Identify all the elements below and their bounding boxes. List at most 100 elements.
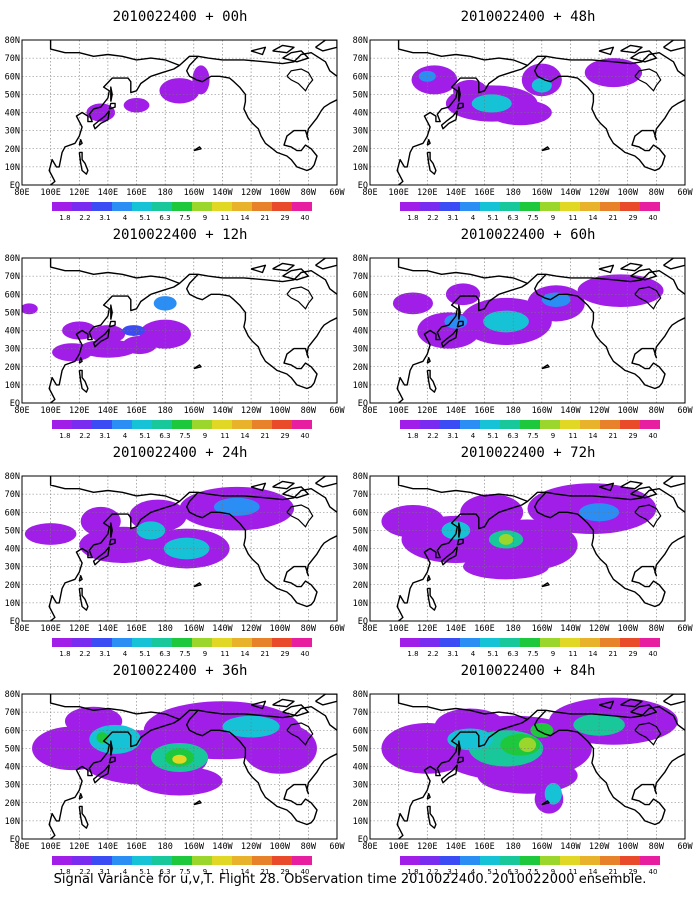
- map-frame: [369, 257, 686, 404]
- colorbar-swatch: [420, 638, 440, 647]
- longitude-label: 100W: [269, 624, 290, 634]
- variance-region: [172, 754, 187, 764]
- map-frame: [21, 693, 338, 840]
- coastline: [78, 792, 83, 800]
- coastline: [179, 706, 337, 731]
- longitude-label: 160E: [126, 188, 146, 198]
- coastline: [110, 86, 113, 102]
- colorbar-label: 4: [123, 214, 128, 222]
- coastline: [426, 369, 437, 393]
- latitude-label: 50N: [5, 308, 20, 318]
- panel-title: 2010022400 + 48h: [460, 9, 596, 25]
- colorbar-swatch: [600, 202, 620, 211]
- coastline: [456, 538, 464, 546]
- variance-region: [483, 310, 529, 333]
- coastline: [185, 491, 315, 608]
- variance-region: [471, 94, 512, 113]
- colorbar-swatch: [112, 202, 132, 211]
- longitude-label: 60W: [329, 842, 345, 852]
- latitude-label: EQ: [358, 835, 368, 845]
- map-frame: [21, 39, 338, 186]
- figure-caption: Signal Variance for u,v,T. Flight 28. Ob…: [53, 872, 647, 887]
- coastline: [426, 574, 431, 582]
- colorbar-label: 1.8: [59, 868, 70, 876]
- coastline: [634, 722, 662, 746]
- coastline: [193, 582, 202, 588]
- colorbar-label: 21: [261, 650, 270, 658]
- colorbar-label: 11: [569, 650, 578, 658]
- colorbar-swatch: [92, 202, 112, 211]
- colorbar-swatch: [152, 638, 172, 647]
- panel-title: 2010022400 + 60h: [460, 227, 596, 243]
- colorbar-label: 6.3: [159, 432, 170, 440]
- latitude-label: 20N: [5, 363, 20, 373]
- colorbar-label: 29: [629, 214, 638, 222]
- colorbar-label: 4: [123, 432, 128, 440]
- latitude-label: 60N: [353, 508, 368, 518]
- longitude-label: 100E: [388, 624, 408, 634]
- colorbar-label: 2.2: [79, 214, 90, 222]
- coastline: [315, 476, 337, 488]
- variance-region: [460, 494, 524, 531]
- coastline: [440, 110, 458, 130]
- colorbar-swatch: [112, 420, 132, 429]
- colorbar-label: 40: [301, 650, 310, 658]
- latitude-label: 60N: [5, 72, 20, 82]
- colorbar-label: 1.8: [407, 432, 418, 440]
- longitude-label: 100W: [269, 188, 290, 198]
- latitude-label: 70N: [5, 54, 20, 64]
- map-frame: [369, 39, 686, 186]
- variance-region: [518, 737, 537, 752]
- coastline: [92, 546, 110, 566]
- coastline: [92, 328, 110, 348]
- latitude-label: 20N: [5, 799, 20, 809]
- shaded-field: [370, 476, 685, 621]
- colorbar-label: 3.1: [447, 868, 458, 876]
- colorbar-swatch: [500, 856, 520, 865]
- coastline: [598, 46, 615, 56]
- longitude-label: 180: [158, 406, 173, 416]
- colorbar-swatch: [540, 202, 560, 211]
- variance-region: [531, 78, 552, 93]
- latitude-label: 30N: [5, 127, 20, 137]
- latitude-label: 80N: [353, 690, 368, 700]
- coastline: [426, 138, 431, 146]
- latitude-label: 80N: [5, 254, 20, 264]
- coastline: [440, 546, 458, 566]
- coastline: [193, 364, 202, 370]
- longitude-label: 140E: [98, 842, 118, 852]
- coastline: [108, 756, 116, 764]
- coastline: [598, 700, 615, 710]
- colorbar-swatch: [112, 856, 132, 865]
- longitude-label: 80W: [301, 406, 317, 416]
- panel-title: 2010022400 + 36h: [112, 663, 248, 679]
- coastline: [396, 476, 529, 621]
- latitude-label: 10N: [353, 381, 368, 391]
- variance-region: [192, 65, 210, 95]
- colorbar-swatch: [172, 856, 192, 865]
- colorbar-swatch: [252, 202, 272, 211]
- variance-region: [80, 506, 121, 536]
- colorbar-swatch: [560, 202, 580, 211]
- longitude-label: 160W: [184, 624, 205, 634]
- colorbar-label: 6.3: [159, 650, 170, 658]
- colorbar-label: 3.1: [447, 432, 458, 440]
- coastline: [48, 476, 181, 621]
- longitude-label: 80E: [362, 842, 377, 852]
- longitude-label: 160E: [126, 406, 146, 416]
- latitude-label: EQ: [358, 617, 368, 627]
- coastline: [458, 304, 461, 320]
- colorbar-label: 11: [221, 868, 230, 876]
- latitude-label: 60N: [5, 726, 20, 736]
- colorbar-label: 9: [203, 868, 207, 876]
- latitude-label: 40N: [5, 545, 20, 555]
- coastline: [533, 55, 663, 172]
- longitude-label: 140W: [560, 406, 581, 416]
- coastline: [78, 805, 89, 829]
- longitude-label: 140E: [446, 188, 466, 198]
- colorbar-label: 4: [471, 868, 476, 876]
- longitude-label: 60W: [677, 188, 693, 198]
